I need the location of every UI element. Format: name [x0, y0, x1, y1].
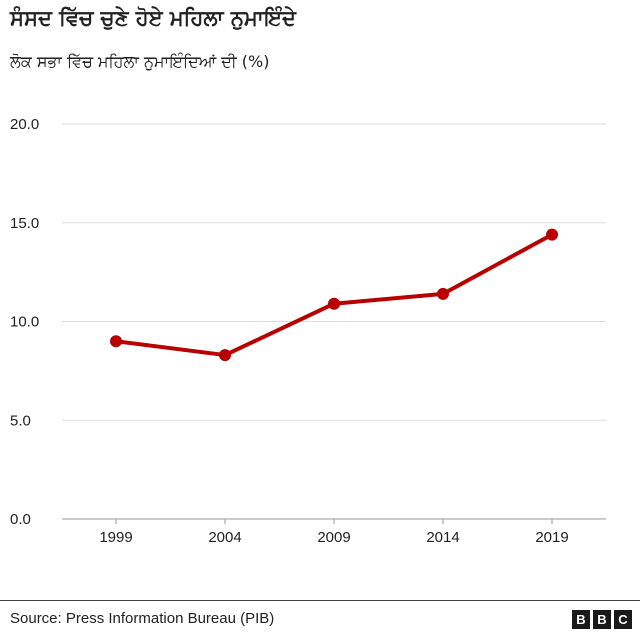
source-note: Source: Press Information Bureau (PIB) [10, 610, 275, 627]
chart-title: ਸੰਸਦ ਵਿੱਚ ਚੁਣੇ ਹੋਏ ਮਹਿਲਾ ਨੁਮਾਇੰਦੇ [10, 6, 296, 30]
line-chart: 0.0 5.0 10.0 15.0 20.0 1999 2004 2009 2014 2019 [10, 116, 606, 546]
y-tick-label: 20.0 [10, 116, 39, 133]
data-point [546, 228, 558, 241]
bbc-logo-letter: B [593, 610, 611, 629]
bbc-logo-letter: B [572, 610, 590, 629]
x-tick-label: 2014 [426, 529, 459, 546]
chart-subtitle: ਲੋਕ ਸਭਾ ਵਿੱਚ ਮਹਿਲਾ ਨੁਮਾਇੰਦਿਆਂ ਦੀ (%) [10, 52, 270, 71]
x-tick-label: 2019 [535, 529, 568, 546]
y-tick-label: 5.0 [10, 412, 31, 429]
series-line [114, 232, 554, 358]
bbc-logo: B B C [572, 610, 632, 629]
y-tick-label: 10.0 [10, 314, 39, 331]
data-point [219, 349, 231, 362]
data-point [110, 335, 122, 348]
data-point [437, 287, 449, 300]
x-tick-label: 2004 [208, 529, 241, 546]
bbc-logo-letter: C [614, 610, 632, 629]
y-tick-label: 15.0 [10, 215, 39, 232]
footer-divider [0, 600, 640, 601]
data-point [328, 297, 340, 310]
y-tick-label: 0.0 [10, 511, 31, 528]
x-tick-label: 2009 [317, 529, 350, 546]
x-tick-label: 1999 [99, 529, 132, 546]
